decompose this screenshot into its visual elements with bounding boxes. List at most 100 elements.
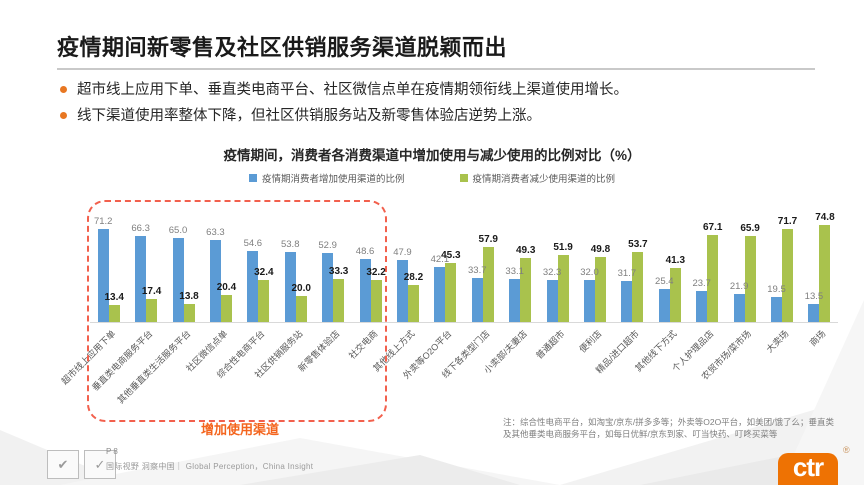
- bullet-text: 超市线上应用下单、垂直类电商平台、社区微信点单在疫情期领衔线上渠道使用增长。: [77, 82, 628, 98]
- bar-increase: [621, 280, 633, 322]
- bullet-item: 超市线上应用下单、垂直类电商平台、社区微信点单在疫情期领衔线上渠道使用增长。: [57, 80, 628, 101]
- value-label-decrease: 17.4: [141, 286, 162, 298]
- bar-group: 52.9 33.3 新零售体验店: [296, 198, 351, 373]
- value-label-decrease: 41.3: [665, 255, 686, 267]
- bar-decrease: [146, 299, 158, 322]
- bar-decrease: [258, 279, 270, 322]
- bar-increase: [583, 280, 595, 322]
- bar-decrease: [482, 246, 494, 322]
- value-label-increase: 25.4: [655, 275, 674, 287]
- category-label: 社交电商: [346, 328, 380, 361]
- registered-mark: ®: [843, 445, 850, 455]
- value-label-increase: 66.3: [131, 222, 150, 234]
- legend-label: 疫情期消费者减少使用渠道的比例: [472, 174, 616, 185]
- bar-increase: [771, 296, 783, 322]
- bar-group: 25.4 41.3 其他线下方式: [633, 198, 688, 373]
- bar-increase: [284, 252, 296, 322]
- value-label-increase: 48.6: [355, 245, 375, 257]
- bar-group: 32.3 51.9 普通超市: [534, 198, 576, 361]
- value-label-increase: 47.9: [393, 246, 412, 258]
- bar-increase: [209, 239, 221, 322]
- title-divider: [57, 68, 815, 70]
- bar-group: 33.1 49.3 小卖部/夫妻店: [482, 198, 538, 376]
- bar-group: 66.3 17.4 垂直类电商服务平台: [90, 198, 164, 393]
- value-label-decrease: 71.7: [777, 215, 798, 227]
- bar-group: 54.6 32.4 综合性电商平台: [215, 198, 277, 380]
- value-label-decrease: 65.9: [740, 223, 760, 235]
- bar-group: 23.7 67.1 个人护理品店: [670, 198, 726, 374]
- certification-icon-2: ✓: [84, 450, 116, 479]
- bar-increase: [434, 267, 446, 322]
- bar-group: 19.5 71.7 大卖场: [763, 198, 800, 355]
- legend-swatch-green-icon: [459, 174, 468, 182]
- bar-decrease: [594, 257, 606, 322]
- ctr-logo: ctr: [778, 453, 838, 485]
- value-label-increase: 63.3: [206, 226, 225, 238]
- bar-group: 71.2 13.4 超市线上应用下单: [59, 198, 127, 386]
- bar-increase: [359, 258, 371, 322]
- chart-title: 疫情期间，消费者各消费渠道中增加使用与减少使用的比例对比（%）: [223, 148, 641, 163]
- chart-legend: 疫情期消费者增加使用渠道的比例 疫情期消费者减少使用渠道的比例: [0, 171, 864, 185]
- bar-increase: [172, 237, 184, 322]
- bar-group: 21.9 65.9 农贸市场/菜市场: [700, 198, 763, 381]
- bar-decrease: [407, 285, 419, 322]
- bar-increase: [396, 259, 408, 322]
- value-label-decrease: 49.3: [515, 244, 536, 256]
- bar-group: 65.0 13.8 其他垂直类生活服务平台: [115, 198, 202, 406]
- bar-decrease: [183, 304, 195, 322]
- category-label: 其他垂直类生活服务平台: [114, 328, 193, 406]
- footnote: 注：综合性电商平台，如淘宝/京东/拼多多等；外卖等O2O平台，如美团/饿了么；垂…: [503, 417, 835, 439]
- category-label: 普通超市: [533, 328, 567, 361]
- bar-group: 48.6 32.2 社交电商: [346, 198, 389, 361]
- bar-decrease: [370, 280, 382, 322]
- plot-area: 71.2 13.4 超市线上应用下单 66.3 17.4 垂直类电商服务平台 65.0 13.…: [59, 198, 838, 406]
- value-label-decrease: 51.9: [553, 241, 573, 253]
- value-label-decrease: 33.3: [328, 265, 349, 277]
- page-title: 疫情期间新零售及社区供销服务渠道脱颖而出: [57, 35, 508, 60]
- category-label: 大卖场: [764, 328, 791, 355]
- bar-decrease: [295, 296, 307, 322]
- value-label-decrease: 67.1: [702, 221, 723, 233]
- bar-increase: [696, 291, 708, 322]
- bar-decrease: [333, 278, 345, 322]
- legend-item-increase: 疫情期消费者增加使用渠道的比例: [248, 171, 405, 185]
- bar-increase: [658, 288, 670, 322]
- ctr-logo-text: ctr: [792, 452, 824, 482]
- value-label-increase: 13.5: [804, 291, 824, 303]
- value-label-increase: 54.6: [243, 238, 263, 250]
- bar-group: 63.3 20.4 社区微信点单: [184, 198, 239, 374]
- bar-decrease: [669, 268, 681, 322]
- bar-increase: [733, 293, 745, 322]
- bar-group: 13.5 74.8 商场: [801, 198, 838, 348]
- bar-increase: [135, 235, 147, 322]
- bullet-text: 线下渠道使用率整体下降，但社区供销服务站及新零售体验店逆势上涨。: [77, 108, 541, 125]
- value-label-decrease: 20.4: [216, 282, 237, 294]
- value-label-increase: 23.7: [692, 278, 711, 290]
- value-label-decrease: 74.8: [815, 211, 835, 223]
- bullet-item: 线下渠道使用率整体下降，但社区供销服务站及新零售体验店逆势上涨。: [57, 106, 628, 127]
- bar-group: 32.0 49.8 便利店: [576, 198, 613, 354]
- certification-icon-1: ✔: [47, 450, 79, 479]
- bar-increase: [471, 278, 483, 322]
- bar-decrease: [782, 228, 794, 322]
- bullet-dot-icon: [60, 86, 67, 93]
- value-label-increase: 42.1: [430, 254, 450, 266]
- bar-increase: [97, 229, 109, 322]
- value-label-increase: 19.5: [767, 283, 786, 295]
- value-label-increase: 52.9: [318, 240, 337, 252]
- bar-decrease: [557, 254, 569, 322]
- category-label: 便利店: [577, 328, 604, 355]
- bar-increase: [322, 253, 334, 322]
- value-label-decrease: 45.3: [441, 250, 461, 262]
- value-label-increase: 71.2: [93, 216, 113, 228]
- category-label: 商场: [808, 328, 828, 349]
- value-label-decrease: 32.2: [366, 267, 386, 279]
- value-label-decrease: 20.0: [291, 283, 311, 294]
- legend-swatch-blue-icon: [248, 174, 257, 182]
- value-label-decrease: 53.7: [628, 239, 648, 251]
- bar-group: 47.9 28.2 其他线上方式: [371, 198, 426, 374]
- value-label-increase: 53.8: [280, 239, 300, 251]
- bar-decrease: [445, 263, 457, 322]
- bar-decrease: [220, 295, 232, 322]
